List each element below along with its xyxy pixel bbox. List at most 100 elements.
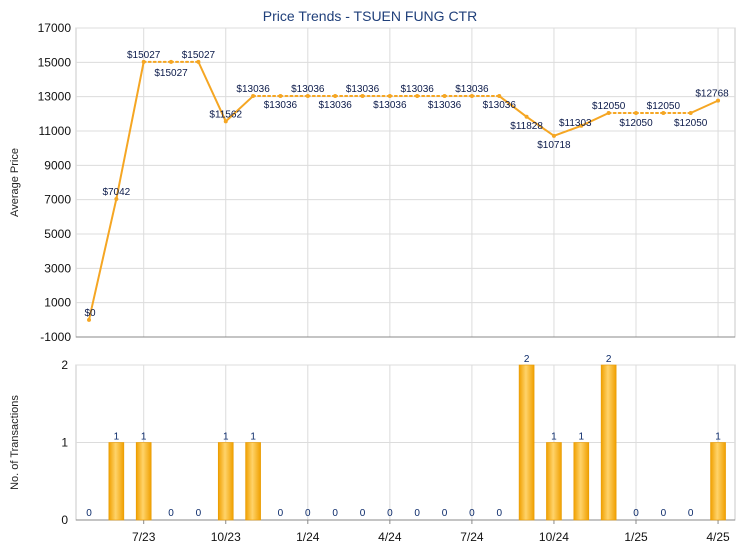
transaction-count-label: 0 <box>360 508 366 519</box>
chart-title: Price Trends - TSUEN FUNG CTR <box>263 8 477 24</box>
price-data-label: $13036 <box>373 100 407 111</box>
transaction-count-label: 2 <box>606 354 612 365</box>
price-series-segment <box>580 111 610 127</box>
transaction-count-label: 1 <box>141 432 147 443</box>
price-point <box>606 110 611 115</box>
x-tick-label: 10/24 <box>539 530 569 544</box>
price-point <box>114 196 119 201</box>
price-data-label: $13036 <box>401 84 435 95</box>
price-plot-area <box>75 27 736 338</box>
price-point <box>579 123 584 128</box>
price-y-axis-label: Average Price <box>9 148 21 217</box>
price-series-segment <box>197 60 227 123</box>
transaction-count-label: 1 <box>579 432 585 443</box>
price-y-tick-label: -1000 <box>40 330 71 344</box>
price-point <box>87 317 91 322</box>
price-point <box>497 94 502 99</box>
price-point <box>333 94 338 99</box>
transaction-bar <box>546 442 562 521</box>
price-point <box>661 110 666 115</box>
price-point <box>278 94 283 99</box>
price-data-label: $10718 <box>537 140 571 151</box>
price-y-tick-label: 13000 <box>38 90 72 104</box>
price-data-label: $13036 <box>264 100 298 111</box>
price-point <box>360 94 365 99</box>
transaction-bar <box>108 442 125 521</box>
price-data-label: $11303 <box>559 118 592 129</box>
transactions-panel: 0 1 2 7/23 10/23 1/24 4/24 7/24 10/24 1/25 4/25 No.… <box>9 354 736 544</box>
transaction-count-label: 1 <box>114 432 120 443</box>
price-data-label: $15027 <box>182 50 216 61</box>
price-y-tick-label: 5000 <box>44 227 71 241</box>
x-tick-label: 7/24 <box>460 530 484 544</box>
transaction-count-label: 1 <box>223 432 229 443</box>
price-data-label: $13036 <box>483 100 517 111</box>
transaction-bar <box>518 364 535 521</box>
price-data-label: $15027 <box>154 68 188 79</box>
price-series-segment <box>88 197 118 321</box>
x-tick-label: 4/25 <box>706 530 730 544</box>
price-series-segment <box>525 115 555 137</box>
price-data-label: $12050 <box>592 101 626 112</box>
price-point <box>551 133 556 138</box>
transaction-count-label: 0 <box>496 508 502 519</box>
price-data-label: $12050 <box>674 118 708 129</box>
price-point <box>415 94 420 99</box>
price-series-segment <box>224 95 255 123</box>
transaction-count-label: 0 <box>86 508 92 519</box>
price-data-label: $12050 <box>647 101 681 112</box>
price-y-tick-label: 9000 <box>44 158 71 172</box>
price-series-segment <box>115 60 145 200</box>
price-point <box>196 59 201 64</box>
price-data-label: $11828 <box>510 121 543 132</box>
x-tick-label: 4/24 <box>378 530 402 544</box>
price-point <box>634 110 638 115</box>
transaction-count-label: 0 <box>414 508 420 519</box>
transaction-count-label: 1 <box>250 432 256 443</box>
price-data-label: $12050 <box>619 118 653 129</box>
price-point <box>524 114 529 119</box>
transactions-y-tick-label: 1 <box>61 436 68 450</box>
price-data-label: $13036 <box>455 84 489 95</box>
price-data-label: $12768 <box>695 89 729 100</box>
price-data-label: $15027 <box>127 50 161 61</box>
transaction-count-label: 2 <box>524 354 530 365</box>
price-data-label: $13036 <box>346 84 380 95</box>
price-y-tick-label: 11000 <box>39 124 72 138</box>
transaction-count-label: 0 <box>633 508 639 519</box>
price-y-tick-label: 3000 <box>44 261 71 275</box>
x-tick-label: 1/24 <box>296 530 320 544</box>
price-panel: -1000 1000 3000 5000 7000 9000 11000 13000 15000… <box>9 21 736 344</box>
price-point <box>141 59 146 64</box>
price-series-segment <box>552 124 583 137</box>
transaction-bar <box>573 442 590 521</box>
price-data-label: $0 <box>84 308 96 319</box>
transaction-count-label: 0 <box>688 508 694 519</box>
transaction-count-label: 0 <box>305 508 311 519</box>
price-data-label: $13036 <box>291 84 325 95</box>
transaction-bar <box>600 364 617 521</box>
price-y-tick-label: 1000 <box>44 296 71 310</box>
price-y-tick-label: 17000 <box>38 21 72 35</box>
price-point <box>169 59 174 64</box>
price-point <box>688 110 693 115</box>
transactions-y-tick-label: 2 <box>61 358 68 372</box>
transaction-count-label: 0 <box>661 508 667 519</box>
price-y-tick-label: 15000 <box>38 55 72 69</box>
transaction-count-label: 1 <box>551 432 557 443</box>
price-data-label: $13036 <box>318 100 352 111</box>
transaction-count-label: 1 <box>715 432 721 443</box>
transaction-bar <box>135 442 152 521</box>
price-series-segment <box>689 99 720 114</box>
transaction-count-label: 0 <box>442 508 448 519</box>
price-y-tick-label: 7000 <box>44 193 71 207</box>
price-point <box>716 98 721 103</box>
transaction-count-label: 0 <box>168 508 174 519</box>
price-point <box>251 94 256 99</box>
price-data-label: $11562 <box>209 109 242 120</box>
transaction-count-label: 0 <box>278 508 284 519</box>
price-data-label: $13036 <box>236 84 270 95</box>
price-series-segment <box>498 95 528 118</box>
